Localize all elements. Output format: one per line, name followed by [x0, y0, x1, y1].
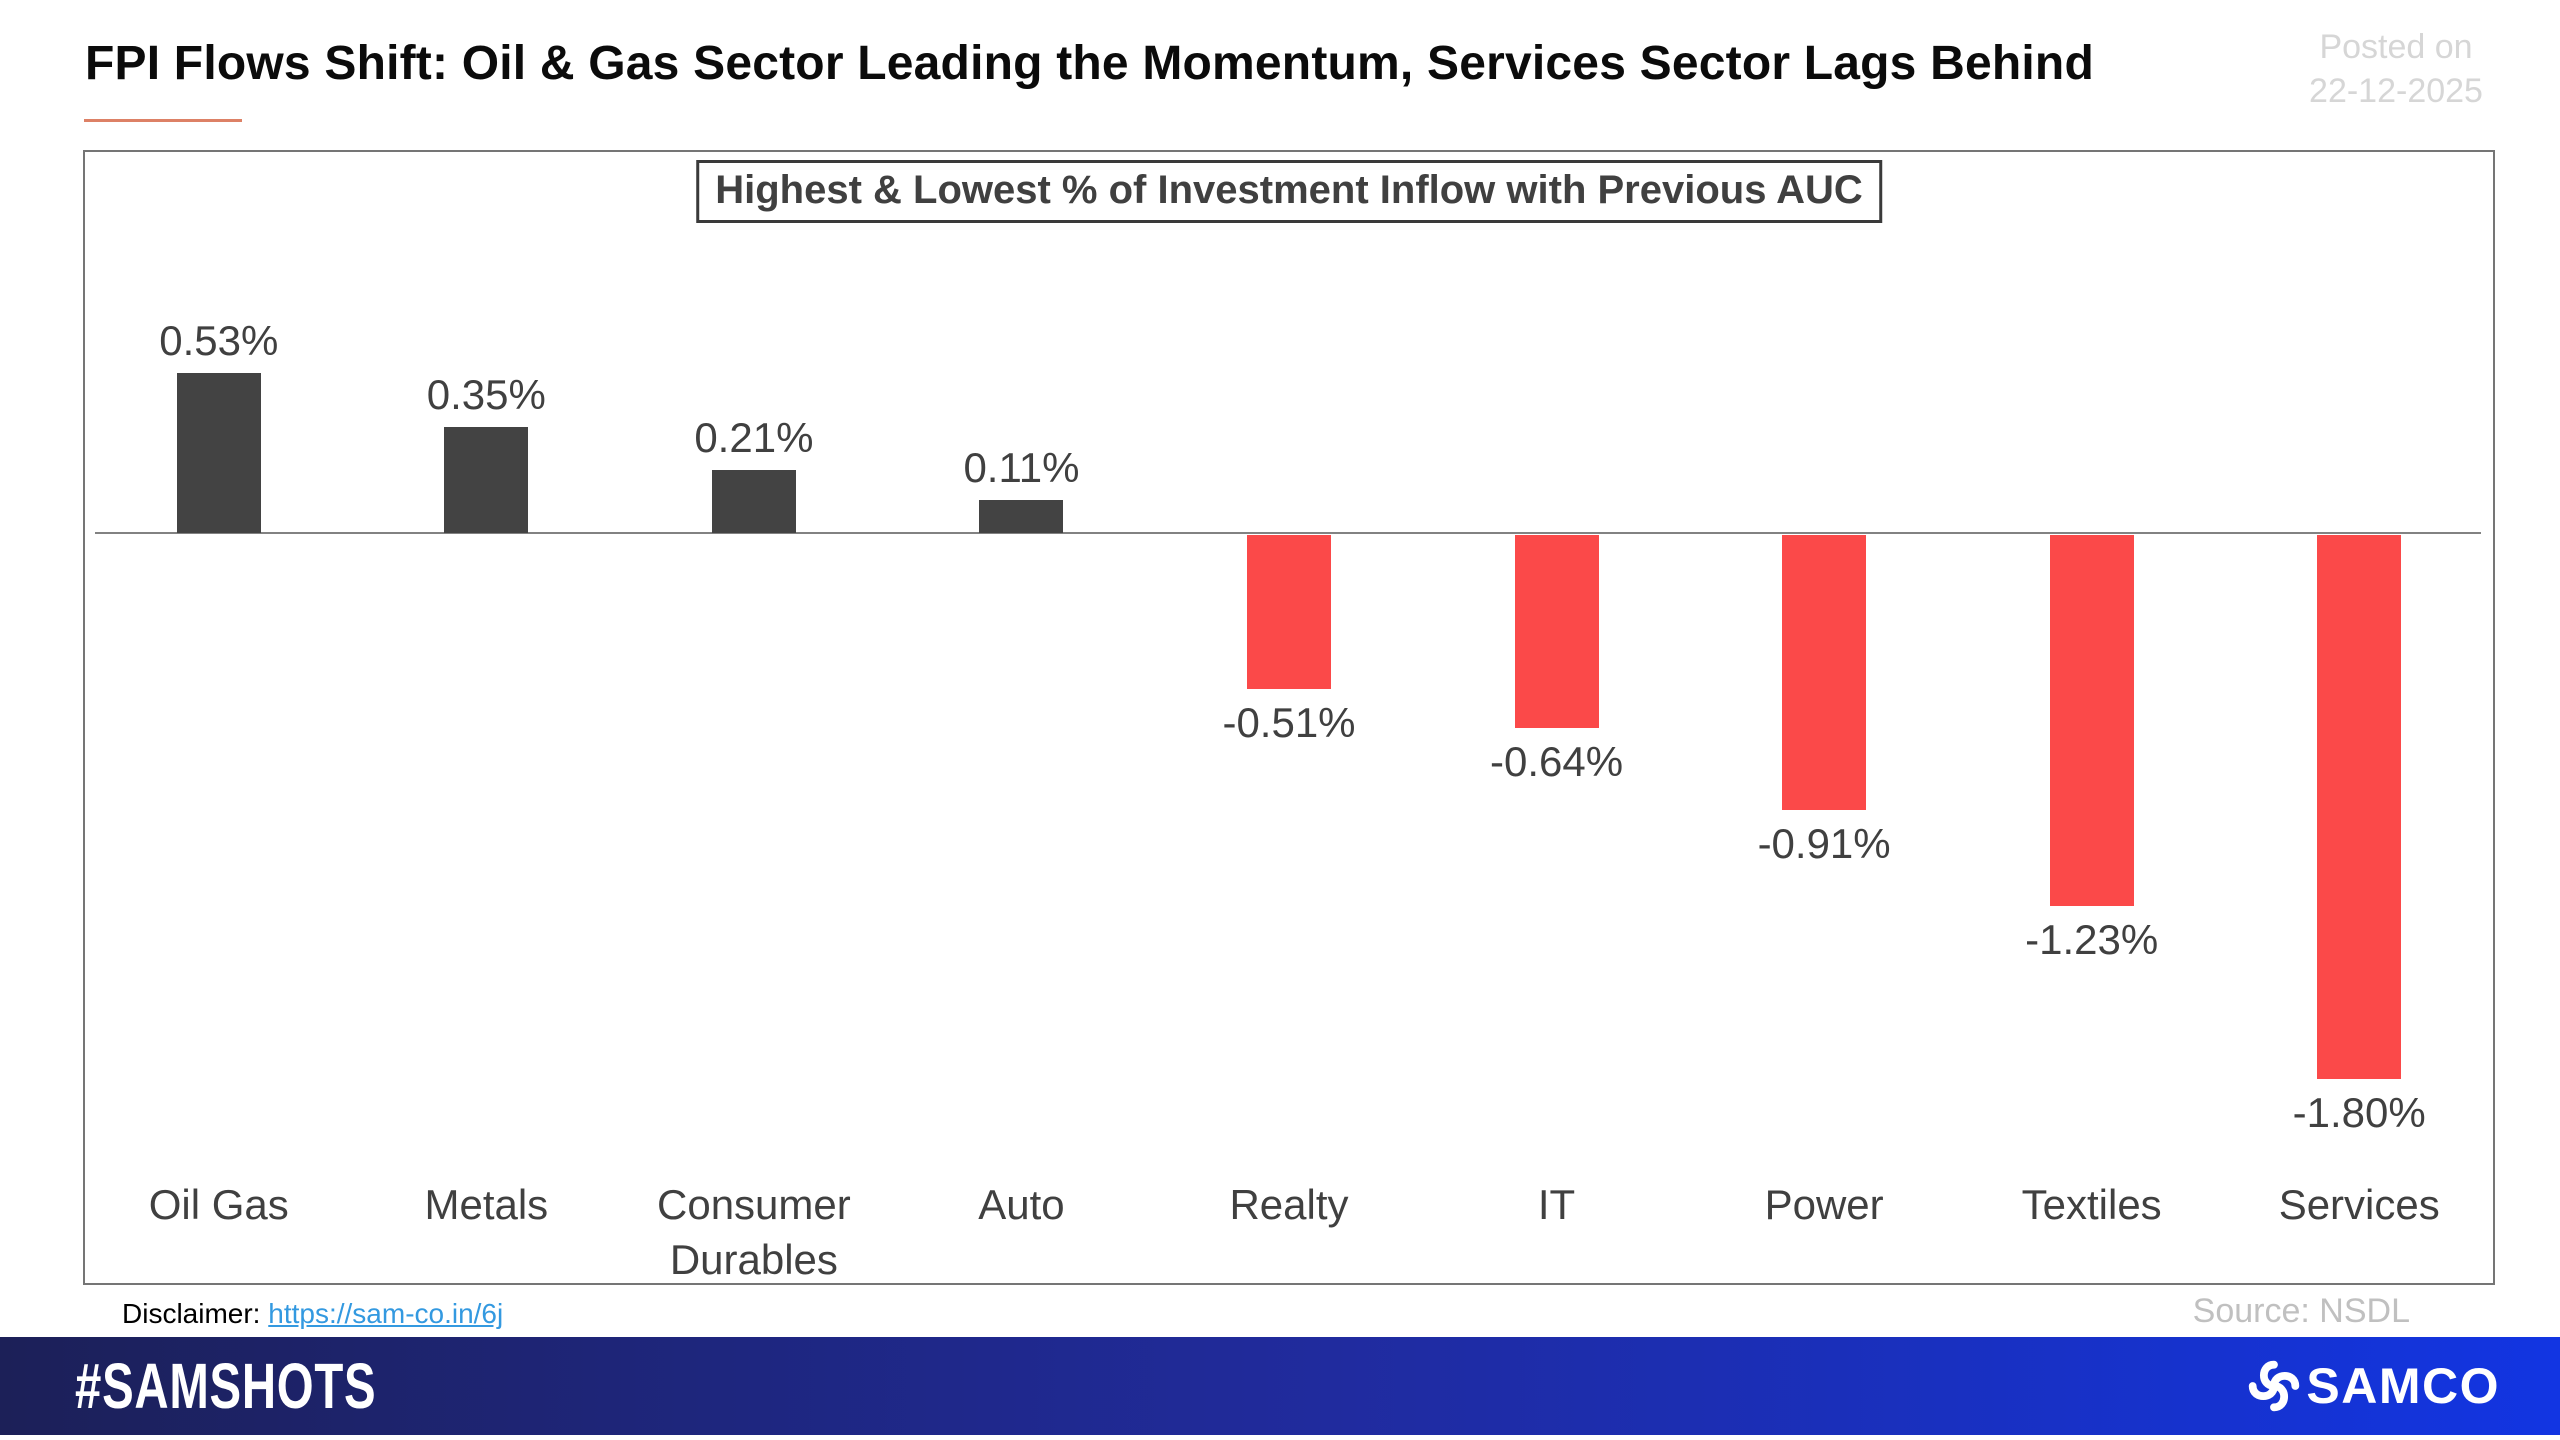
samco-pinwheel-icon [2249, 1360, 2300, 1412]
footer-bar: #SAMSHOTS SAMCO [0, 1337, 2560, 1435]
value-label-consumer-durables: 0.21% [694, 414, 814, 461]
value-label-realty: -0.51% [1222, 699, 1356, 746]
x-axis-baseline [95, 532, 2481, 534]
value-label-power: -0.91% [1757, 820, 1891, 867]
bar-metals [444, 427, 529, 533]
category-label-auto: Auto [978, 1181, 1065, 1228]
bar-chart: Highest & Lowest % of Investment Inflow … [83, 150, 2495, 1285]
bar-services [2317, 535, 2402, 1079]
title-underline [84, 119, 242, 122]
bar-realty [1247, 535, 1331, 689]
category-label-textiles: Textiles [2021, 1181, 2162, 1228]
category-label-power: Power [1764, 1181, 1884, 1228]
samco-brand-text: SAMCO [2306, 1358, 2500, 1414]
samshots-hashtag: #SAMSHOTS [75, 1350, 377, 1422]
disclaimer-label: Disclaimer: [122, 1298, 261, 1329]
source-note: Source: NSDL [2192, 1292, 2410, 1330]
bar-it [1514, 535, 1599, 728]
disclaimer: Disclaimer: https://sam-co.in/6j [122, 1298, 503, 1330]
value-label-it: -0.64% [1490, 738, 1624, 785]
disclaimer-link[interactable]: https://sam-co.in/6j [268, 1298, 504, 1329]
category-label-oil-gas: Oil Gas [148, 1181, 289, 1228]
category-label-metals: Metals [424, 1181, 549, 1228]
posted-on-date: Posted on 22-12-2025 [2276, 26, 2516, 113]
bar-power [1782, 535, 1867, 810]
value-label-services: -1.80% [2292, 1089, 2426, 1136]
chart-title: Highest & Lowest % of Investment Inflow … [696, 160, 1882, 223]
value-label-textiles: -1.23% [2025, 916, 2159, 963]
category-label-services: Services [2278, 1181, 2440, 1228]
posted-on-label: Posted on [2319, 28, 2473, 66]
value-label-auto: 0.11% [963, 444, 1080, 491]
bar-auto [979, 500, 1064, 533]
value-label-metals: 0.35% [426, 371, 546, 418]
posted-on-value: 22-12-2025 [2309, 71, 2483, 110]
value-label-oil-gas: 0.53% [159, 317, 279, 364]
bar-consumer-durables [711, 470, 796, 533]
plot-area: 0.53% Oil Gas 0.35% Metals 0.21% Consumer Dur… [85, 152, 2493, 1283]
page-title: FPI Flows Shift: Oil & Gas Sector Leadin… [85, 37, 2094, 90]
category-label-realty: Realty [1229, 1181, 1349, 1228]
category-label-it: IT [1537, 1181, 1576, 1228]
bar-oil-gas [176, 373, 261, 533]
category-label-consumer-durables: Consumer Durables [657, 1181, 851, 1283]
bar-textiles [2049, 535, 2134, 906]
samco-logo: SAMCO [2248, 1357, 2500, 1415]
